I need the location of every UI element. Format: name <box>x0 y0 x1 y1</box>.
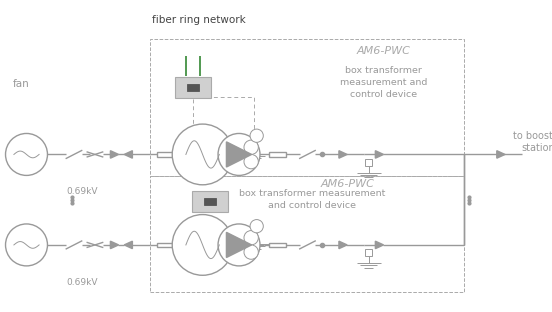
Bar <box>365 159 372 166</box>
Ellipse shape <box>250 220 263 233</box>
FancyBboxPatch shape <box>176 77 211 98</box>
Text: fan: fan <box>13 79 29 89</box>
Ellipse shape <box>6 134 47 175</box>
Bar <box>157 243 174 247</box>
Polygon shape <box>124 241 132 249</box>
Text: fiber ring network: fiber ring network <box>152 15 246 25</box>
Polygon shape <box>375 241 384 249</box>
Polygon shape <box>339 151 347 158</box>
Bar <box>269 152 286 157</box>
Ellipse shape <box>244 245 258 259</box>
Bar <box>269 243 286 247</box>
Ellipse shape <box>218 134 260 175</box>
Text: box transformer
measurement and
control device: box transformer measurement and control … <box>340 66 427 99</box>
Ellipse shape <box>250 129 263 142</box>
Text: 0.69kV: 0.69kV <box>66 278 98 287</box>
Polygon shape <box>339 241 347 249</box>
Text: AM6-PWC: AM6-PWC <box>357 46 411 56</box>
Bar <box>157 152 174 157</box>
Polygon shape <box>110 151 119 158</box>
Ellipse shape <box>172 215 233 275</box>
Ellipse shape <box>244 154 258 169</box>
Ellipse shape <box>244 140 258 154</box>
Bar <box>365 249 372 256</box>
Bar <box>150 39 464 176</box>
Text: AM6-PWC: AM6-PWC <box>321 179 375 189</box>
Ellipse shape <box>218 224 260 266</box>
Polygon shape <box>226 142 252 167</box>
Text: 0.69kV: 0.69kV <box>66 188 98 196</box>
Bar <box>204 198 215 205</box>
Ellipse shape <box>244 231 258 245</box>
Polygon shape <box>124 151 132 158</box>
Ellipse shape <box>172 124 233 185</box>
Bar <box>150 176 464 292</box>
Text: to booster
station: to booster station <box>513 131 552 153</box>
Polygon shape <box>226 232 252 257</box>
Text: box transformer measurement
and control device: box transformer measurement and control … <box>238 189 385 210</box>
Bar <box>188 84 199 91</box>
Polygon shape <box>497 151 505 158</box>
Polygon shape <box>375 151 384 158</box>
Ellipse shape <box>6 224 47 266</box>
Polygon shape <box>110 241 119 249</box>
FancyBboxPatch shape <box>192 191 228 212</box>
